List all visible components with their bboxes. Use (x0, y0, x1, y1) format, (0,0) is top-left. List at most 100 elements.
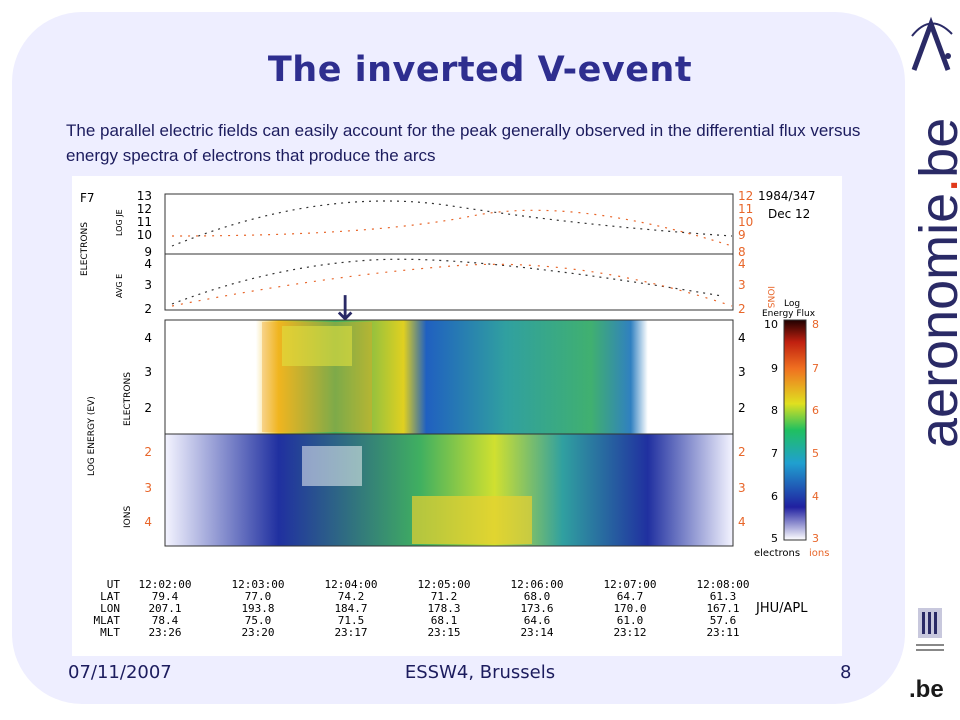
ephemeris-cell: 173.6 (520, 602, 553, 615)
credit-label: JHU/APL (755, 601, 808, 616)
ephemeris-cell: 23:14 (520, 626, 553, 639)
ephemeris-cell: 23:20 (241, 626, 274, 639)
ephemeris-cell: 23:11 (706, 626, 739, 639)
ephemeris-cell: 64.7 (617, 590, 644, 603)
ephemeris-cell: 68.0 (524, 590, 551, 603)
log-je-label: LOG JE (115, 209, 124, 236)
aeronomie-logo: aeronomie.be (909, 117, 960, 448)
je-left-tick: 11 (137, 215, 152, 229)
ephemeris-cell: 78.4 (152, 614, 179, 627)
colorbar-ion-tick: 4 (812, 490, 819, 503)
row-label: MLT (100, 626, 120, 639)
ephemeris-cell: 12:08:00 (697, 578, 750, 591)
ephemeris-cell: 71.2 (431, 590, 458, 603)
ephemeris-cell: 57.6 (710, 614, 737, 627)
je-left-tick: 10 (137, 228, 152, 242)
slide-title: The inverted V-event (267, 50, 693, 90)
row-label: LON (100, 602, 120, 615)
ephemeris-cell: 170.0 (613, 602, 646, 615)
log-energy-axis-label: LOG ENERGY (EV) (87, 396, 97, 476)
je-right-tick: 8 (738, 245, 746, 259)
colorbar-electron-tick: 6 (771, 490, 778, 503)
slide-body-text: The parallel electric fields can easily … (66, 121, 861, 165)
colorbar-electron-tick: 8 (771, 404, 778, 417)
row-label: MLAT (94, 614, 121, 627)
colorbar-ion-tick: 3 (812, 532, 819, 545)
electron-energy-tick: 3 (144, 365, 152, 379)
ion-energy-tick: 3 (144, 481, 152, 495)
avg-right-tick: 2 (738, 302, 746, 316)
ion-energy-tick: 4 (144, 515, 152, 529)
je-right-tick: 10 (738, 215, 753, 229)
colorbar-electron-tick: 5 (771, 532, 778, 545)
colorbar-ion-tick: 7 (812, 362, 819, 375)
ephemeris-cell: 64.6 (524, 614, 551, 627)
spectrogram-electrons-label: ELECTRONS (123, 372, 133, 426)
electrons-axis-label: ELECTRONS (80, 222, 90, 276)
ephemeris-cell: 207.1 (148, 602, 181, 615)
electron-energy-tick-right: 2 (738, 401, 746, 415)
colorbar-title: Log (784, 299, 800, 309)
footer-page-number: 8 (840, 662, 852, 683)
ion-energy-tick: 2 (144, 445, 152, 459)
ephemeris-cell: 75.0 (245, 614, 272, 627)
electron-energy-tick: 4 (144, 331, 152, 345)
ephemeris-cell: 12:02:00 (139, 578, 192, 591)
colorbar-ion-tick: 8 (812, 318, 819, 331)
electron-spectrogram (164, 319, 734, 435)
ephemeris-cell: 79.4 (152, 590, 179, 603)
aeronomie-a-logo (911, 16, 953, 71)
avg-right-tick: 4 (738, 257, 746, 271)
colorbar (783, 319, 807, 541)
satellite-label: F7 (80, 191, 95, 205)
je-right-tick: 9 (738, 228, 746, 242)
ephemeris-cell: 12:05:00 (418, 578, 471, 591)
je-left-tick: 9 (144, 245, 152, 259)
je-right-tick: 11 (738, 202, 753, 216)
avg-left-tick: 3 (144, 278, 152, 292)
ephemeris-cell: 167.1 (706, 602, 739, 615)
ephemeris-cell: 74.2 (338, 590, 365, 603)
belspo-logo (916, 608, 944, 651)
colorbar-subtitle: Energy Flux (762, 309, 816, 319)
ephemeris-cell: 61.0 (617, 614, 644, 627)
electron-energy-tick-right: 3 (738, 365, 746, 379)
colorbar-ion-tick: 5 (812, 447, 819, 460)
colorbar-electron-tick: 10 (764, 318, 778, 331)
avg-right-tick: 3 (738, 278, 746, 292)
ions-axis-label: IONS (765, 286, 775, 308)
be-logo: .be (909, 676, 944, 703)
ephemeris-cell: 61.3 (710, 590, 737, 603)
ephemeris-cell: 23:15 (427, 626, 460, 639)
electron-energy-tick: 2 (144, 401, 152, 415)
ephemeris-cell: 68.1 (431, 614, 458, 627)
avg-left-tick: 2 (144, 302, 152, 316)
je-left-tick: 12 (137, 202, 152, 216)
ephemeris-cell: 12:06:00 (511, 578, 564, 591)
ephemeris-cell: 77.0 (245, 590, 272, 603)
colorbar-electron-tick: 7 (771, 447, 778, 460)
ion-energy-tick-right: 4 (738, 515, 746, 529)
date-label: Dec 12 (768, 207, 810, 221)
spectrogram-figure: F7 1984/347 Dec 12 ELECTRONS LOG JE AVG … (72, 176, 842, 656)
ephemeris-cell: 184.7 (334, 602, 367, 615)
ion-energy-tick-right: 2 (738, 445, 746, 459)
ephemeris-cell: 23:12 (613, 626, 646, 639)
colorbar-electron-tick: 9 (771, 362, 778, 375)
electron-energy-tick-right: 4 (738, 331, 746, 345)
colorbar-ions-label: ions (809, 548, 829, 559)
ephemeris-cell: 71.5 (338, 614, 365, 627)
ephemeris-cell: 12:03:00 (232, 578, 285, 591)
ephemeris-cell: 23:17 (334, 626, 367, 639)
je-left-tick: 13 (137, 189, 152, 203)
ephemeris-cell: 12:07:00 (604, 578, 657, 591)
date-code: 1984/347 (758, 189, 816, 203)
footer-date: 07/11/2007 (68, 662, 172, 683)
colorbar-electrons-label: electrons (754, 548, 800, 559)
ephemeris-cell: 193.8 (241, 602, 274, 615)
ephemeris-cell: 23:26 (148, 626, 181, 639)
avg-left-tick: 4 (144, 257, 152, 271)
ephemeris-cell: 178.3 (427, 602, 460, 615)
row-label: LAT (100, 590, 120, 603)
row-label: UT (107, 578, 121, 591)
